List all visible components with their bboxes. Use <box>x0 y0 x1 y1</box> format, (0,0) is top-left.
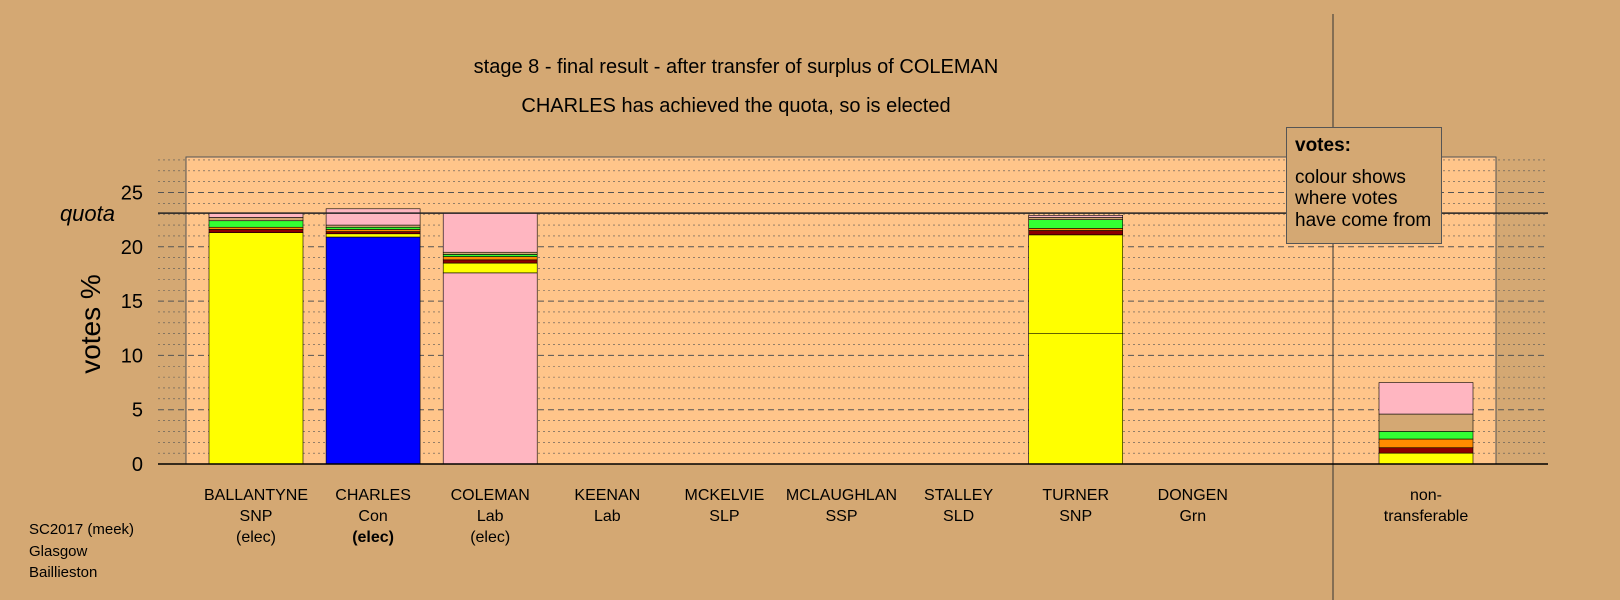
legend-title: votes: <box>1295 135 1351 156</box>
candidate-name: COLEMAN <box>451 487 530 504</box>
bar-segment-turner <box>1028 228 1123 231</box>
candidate-party: Grn <box>1179 508 1206 525</box>
y-tick-label: 0 <box>132 454 143 476</box>
candidate-name: STALLEY <box>924 487 993 504</box>
source-info: SC2017 (meek) Glasgow Baillieston <box>29 519 134 584</box>
source-line-2: Glasgow <box>29 542 88 560</box>
nontransferable-label-1: non- <box>1410 487 1442 504</box>
candidate-status: (elec) <box>236 529 276 546</box>
bar-segment-nontransferable <box>1378 452 1474 465</box>
quota-label: quota <box>60 201 115 226</box>
y-tick-label: 20 <box>121 237 143 259</box>
candidate-party: SSP <box>825 508 857 525</box>
source-line-3: Baillieston <box>29 564 98 581</box>
bar-segment-nontransferable <box>1378 447 1474 454</box>
y-axis-ticks: 0 5 10 15 20 25 <box>121 183 143 477</box>
bar-segment-nontransferable <box>1378 431 1474 440</box>
candidate-name: CHARLES <box>335 487 411 504</box>
candidate-status: (elec) <box>352 529 394 546</box>
candidate-party: SNP <box>240 508 273 525</box>
y-tick-label: 10 <box>121 345 143 367</box>
x-axis-labels: BALLANTYNE SNP (elec) CHARLES Con (elec) COLEM… <box>204 487 1468 546</box>
bar-segment-charles <box>325 233 421 238</box>
legend-box: votes: colour shows where votes have com… <box>1286 127 1442 244</box>
candidate-party: SLD <box>943 508 974 525</box>
candidate-name: DONGEN <box>1158 487 1228 504</box>
bar-segment-coleman <box>442 251 538 255</box>
bar-segment-nontransferable <box>1378 438 1474 449</box>
bar-segment-coleman <box>442 254 538 257</box>
candidate-name: BALLANTYNE <box>204 487 308 504</box>
bar-segment-charles <box>325 231 421 235</box>
bar-segment-charles <box>325 236 421 465</box>
candidate-party: SLP <box>709 508 739 525</box>
bars <box>208 208 1474 465</box>
bar-segment-charles <box>325 208 421 226</box>
legend-line-1: colour shows <box>1295 166 1406 188</box>
candidate-status: (elec) <box>470 529 510 546</box>
bar-segment-coleman <box>442 259 538 264</box>
bar-segment-charles <box>325 224 421 228</box>
y-tick-label: 5 <box>132 400 143 422</box>
bar-segment-turner <box>1028 230 1123 236</box>
candidate-party: Con <box>358 508 387 525</box>
bar-segment-turner <box>1028 333 1123 465</box>
candidate-party: SNP <box>1059 508 1092 525</box>
chart-subtitle: CHARLES has achieved the quota, so is el… <box>521 95 950 117</box>
bar-segment-ballantyne <box>208 220 304 228</box>
bar-segment-charles <box>325 229 421 232</box>
y-tick-label: 25 <box>121 183 143 205</box>
bar-segment-coleman <box>442 256 538 261</box>
bar-segment-turner <box>1028 217 1123 220</box>
bar-segment-turner <box>1028 234 1123 334</box>
y-tick-label: 15 <box>121 291 143 313</box>
bar-segment-coleman <box>442 262 538 274</box>
candidate-name: MCLAUGHLAN <box>786 487 897 504</box>
bar-segment-ballantyne <box>208 217 304 222</box>
bar-segment-coleman <box>442 272 538 465</box>
candidate-name: KEENAN <box>574 487 640 504</box>
bar-segment-coleman <box>442 212 538 253</box>
bar-segment-charles <box>325 226 421 230</box>
nontransferable-label-2: transferable <box>1384 508 1469 525</box>
bar-segment-ballantyne <box>208 226 304 230</box>
candidate-party: Lab <box>594 508 621 525</box>
bar-segment-nontransferable <box>1378 382 1474 415</box>
bar-segment-turner <box>1028 219 1123 229</box>
bar-segment-turner <box>1028 215 1123 218</box>
chart-title: stage 8 - final result - after transfer … <box>474 56 999 78</box>
source-line-1: SC2017 (meek) <box>29 521 135 538</box>
bar-segment-nontransferable <box>1378 413 1474 432</box>
bar-segment-ballantyne <box>208 229 304 233</box>
legend-line-3: have come from <box>1295 209 1432 231</box>
bar-segment-ballantyne <box>208 232 304 465</box>
legend-line-2: where votes <box>1295 188 1398 209</box>
candidate-name: MCKELVIE <box>685 487 765 504</box>
candidate-party: Lab <box>477 508 504 525</box>
y-axis-label: votes % <box>75 274 106 374</box>
candidate-name: TURNER <box>1042 487 1109 504</box>
